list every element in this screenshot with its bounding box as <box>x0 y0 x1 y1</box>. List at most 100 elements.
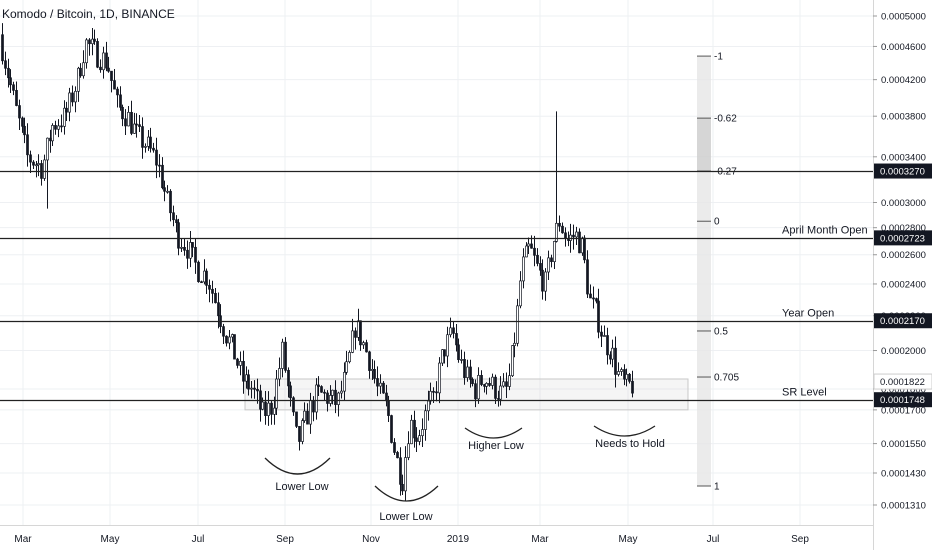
candle-body <box>7 67 10 79</box>
candle-body <box>163 187 166 192</box>
candle-body <box>463 359 466 378</box>
candle-body <box>511 345 514 377</box>
candle-body <box>194 246 197 263</box>
x-tick-label: Nov <box>362 534 380 545</box>
candle-body <box>21 117 24 127</box>
candle-body <box>180 246 183 249</box>
candle-body <box>586 259 589 295</box>
candle-body <box>477 375 480 400</box>
candle-body <box>455 333 458 346</box>
candle-body <box>429 390 432 402</box>
candle-body <box>60 125 63 128</box>
candle-body <box>99 66 102 71</box>
fib-level-label: -1 <box>714 52 723 63</box>
candle-body <box>127 111 130 127</box>
candle-body <box>26 134 29 156</box>
annotation-curve <box>264 457 331 475</box>
candle-body <box>315 384 318 413</box>
candle-body <box>183 246 186 251</box>
candle-body <box>320 386 323 393</box>
candle-body <box>575 231 578 238</box>
candle-body <box>107 67 110 72</box>
fib-zone <box>697 221 711 331</box>
candle-body <box>558 222 561 227</box>
x-tick-label: May <box>101 534 120 545</box>
candle-body <box>46 137 49 161</box>
candle-body <box>379 382 382 387</box>
candle-body <box>278 368 281 380</box>
horizontal-levels: April Month Open Year Open SR Level <box>0 170 873 402</box>
candle-body <box>547 257 550 273</box>
candle-body <box>446 334 449 357</box>
y-tick-label: 0.0002600 <box>881 250 926 261</box>
price-tag-label: 0.0002723 <box>880 233 925 244</box>
candle-body <box>110 70 113 81</box>
candle-body <box>102 52 105 71</box>
candle-body <box>421 429 424 437</box>
candles <box>1 23 634 502</box>
candle-body <box>82 62 85 77</box>
y-tick-label: 0.0005000 <box>881 12 926 23</box>
chart-title: Komodo / Bitcoin, 1D, BINANCE <box>2 7 175 21</box>
x-tick-label: Sep <box>791 534 809 545</box>
candle-body <box>289 385 292 399</box>
candle-body <box>236 358 239 366</box>
candle-body <box>393 442 396 453</box>
candle-body <box>488 383 491 386</box>
candle-body <box>382 382 385 394</box>
candle-body <box>326 392 329 404</box>
candle-body <box>432 390 435 393</box>
candle-body <box>32 161 35 166</box>
candle-body <box>119 94 122 108</box>
fib-zone <box>697 171 711 222</box>
fib-zone <box>697 330 711 378</box>
candle-body <box>4 60 7 69</box>
candle-body <box>301 420 304 442</box>
x-tick-label: Jul <box>192 534 205 545</box>
candle-body <box>116 88 119 96</box>
candle-body <box>345 361 348 373</box>
candle-body <box>628 373 631 382</box>
level-label: April Month Open <box>782 225 868 237</box>
candle-body <box>9 77 12 86</box>
candle-body <box>541 269 544 292</box>
candle-body <box>469 366 472 380</box>
candle-body <box>124 118 127 127</box>
candle-body <box>340 390 343 394</box>
fib-zone <box>697 377 711 486</box>
candle-body <box>186 249 189 259</box>
annotation-label: Lower Low <box>379 511 432 523</box>
candle-body <box>410 419 413 445</box>
candle-body <box>331 389 334 396</box>
candle-body <box>471 379 474 385</box>
candle-body <box>606 335 609 356</box>
y-tick-label: 0.0001430 <box>881 469 926 480</box>
price-tag <box>874 392 932 408</box>
candle-body <box>578 231 581 254</box>
candle-body <box>121 106 124 120</box>
candle-body <box>530 243 533 249</box>
annotation-label: Higher Low <box>468 440 524 452</box>
candle-body <box>12 84 15 91</box>
candle-body <box>77 67 80 92</box>
candle-body <box>508 375 511 387</box>
y-tick-label: 0.0003400 <box>881 152 926 163</box>
candle-body <box>37 163 40 166</box>
candle-body <box>491 376 494 386</box>
candle-body <box>175 219 178 224</box>
candle-body <box>418 435 421 442</box>
fib-zone <box>697 118 711 172</box>
candle-body <box>617 371 620 375</box>
candle-body <box>71 92 74 103</box>
x-tick-label: Mar <box>531 534 549 545</box>
candle-body <box>401 484 404 492</box>
y-tick-label: 0.0002800 <box>881 223 926 234</box>
candle-body <box>113 80 116 90</box>
candle-body <box>572 234 575 238</box>
candle-body <box>404 457 407 492</box>
candle-body <box>317 384 320 387</box>
candle-body <box>494 376 497 399</box>
annotation-curve <box>374 485 439 502</box>
